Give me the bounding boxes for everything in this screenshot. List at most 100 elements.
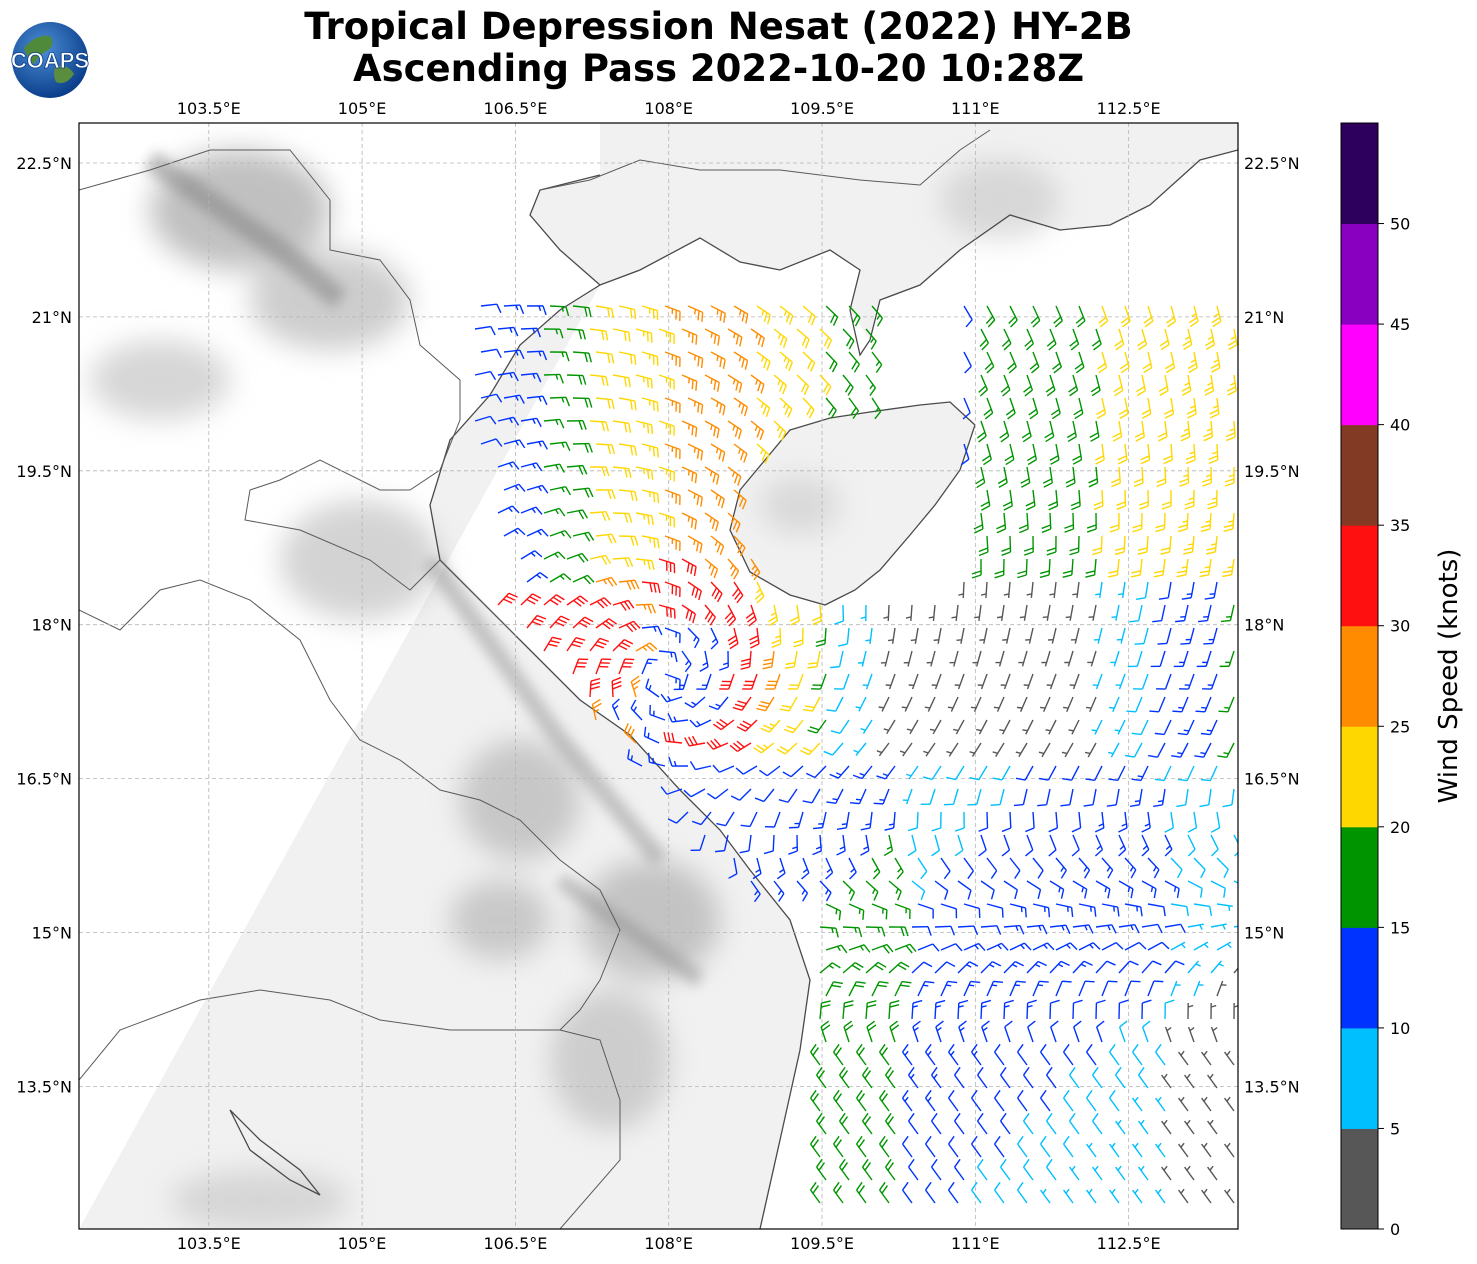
wind-barb: [1069, 535, 1080, 556]
wind-barb: [1118, 811, 1128, 833]
wind-barb: [549, 351, 570, 362]
wind-barb: [971, 1135, 982, 1158]
lat-tick-label-left: 22.5°N: [16, 154, 72, 173]
wind-barb: [1028, 397, 1039, 420]
wind-barb: [706, 738, 729, 750]
wind-barb: [589, 637, 609, 652]
wind-barb: [1048, 811, 1059, 833]
wind-barb: [1046, 535, 1057, 556]
wind-barb: [1154, 719, 1172, 736]
wind-barb: [664, 443, 681, 459]
lat-tick-label-left: 13.5°N: [16, 1077, 72, 1096]
wind-barb: [1096, 1020, 1105, 1043]
wind-barb: [595, 658, 612, 675]
wind-barb: [724, 604, 737, 627]
wind-barb: [1020, 466, 1031, 488]
wind-barb: [497, 461, 520, 470]
wind-barb: [526, 395, 548, 406]
wind-barb: [756, 443, 770, 464]
wind-barb: [980, 880, 995, 900]
wind-barb: [963, 857, 974, 880]
wind-barb: [1088, 604, 1097, 621]
wind-barb: [905, 765, 919, 780]
wind-barb: [1131, 765, 1149, 782]
wind-barb: [949, 650, 959, 667]
wind-barb: [980, 581, 988, 599]
wind-barb: [1092, 535, 1103, 556]
wind-barb: [825, 944, 848, 954]
wind-barb: [572, 531, 595, 542]
wind-barb: [1149, 696, 1166, 713]
wind-barb: [1141, 397, 1152, 419]
wind-barb: [873, 788, 890, 805]
wind-barb: [810, 1135, 821, 1158]
wind-barb: [1134, 420, 1145, 442]
wind-barb: [1203, 627, 1218, 645]
wind-barb: [687, 627, 700, 649]
wind-barb: [811, 673, 827, 690]
wind-barb: [1141, 923, 1163, 934]
wind-barb: [708, 696, 729, 711]
wind-barb: [848, 857, 857, 880]
wind-barb: [645, 678, 660, 698]
wind-barb: [1181, 581, 1195, 600]
wind-barb: [1208, 443, 1219, 465]
wind-barb: [871, 980, 889, 997]
wind-barb: [503, 394, 525, 404]
wind-barb: [1160, 535, 1172, 555]
wind-barb: [971, 1043, 982, 1066]
wind-barb: [612, 557, 634, 568]
wind-barb: [928, 604, 936, 621]
lat-tick-label-right: 22.5°N: [1244, 154, 1300, 173]
wind-barb: [750, 558, 761, 581]
wind-barb: [1078, 903, 1097, 917]
wind-barb: [1026, 581, 1034, 598]
wind-barb: [739, 834, 752, 854]
lon-tick-label-top: 108°E: [644, 99, 693, 118]
wind-barb: [1095, 581, 1103, 598]
wind-barb: [802, 788, 821, 804]
wind-barb: [883, 604, 890, 622]
wind-barb: [589, 510, 611, 521]
wind-barb: [647, 752, 666, 767]
wind-barb: [1159, 328, 1170, 351]
wind-barb: [943, 788, 959, 806]
wind-barb: [825, 857, 834, 880]
wind-barb: [612, 374, 631, 388]
wind-barb: [902, 1089, 913, 1112]
wind-barb: [762, 650, 775, 670]
wind-barb: [1073, 397, 1084, 420]
wind-barb: [1069, 1112, 1080, 1135]
wind-barb: [1075, 305, 1086, 328]
wind-barb: [1197, 604, 1212, 623]
wind-barb: [986, 903, 1004, 918]
wind-barb: [962, 397, 971, 420]
wind-barb: [710, 443, 726, 462]
wind-barb: [1141, 834, 1150, 857]
wind-barb: [1127, 650, 1143, 668]
wind-barb: [1015, 765, 1034, 781]
wind-barb: [543, 551, 566, 560]
wind-barb: [994, 1135, 1005, 1158]
lat-ticks-left: 22.5°N 21°N 19.5°N 18°N 16.5°N 15°N 13.5°N: [16, 154, 72, 1096]
wind-barb: [1110, 650, 1120, 667]
wind-barb: [1164, 923, 1186, 934]
wind-barb: [829, 765, 850, 779]
wind-barb: [1178, 1188, 1189, 1204]
wind-barb: [1201, 466, 1212, 487]
map-frame: [78, 122, 1239, 1230]
wind-barb: [595, 489, 616, 500]
wind-barb: [1211, 305, 1222, 328]
wind-barb: [1003, 581, 1011, 599]
wind-barb: [635, 603, 657, 614]
wind-barb: [1013, 788, 1028, 807]
wind-barb: [497, 592, 518, 606]
wind-barb: [1224, 1096, 1235, 1112]
wind-barb: [641, 397, 659, 412]
wind-barb: [990, 788, 1005, 806]
wind-barb: [1226, 374, 1237, 396]
coastlines: [229, 149, 1238, 1229]
lon-tick-label-bottom: 111°E: [951, 1234, 1000, 1253]
wind-barb: [589, 374, 609, 387]
wind-barb: [1062, 765, 1080, 781]
